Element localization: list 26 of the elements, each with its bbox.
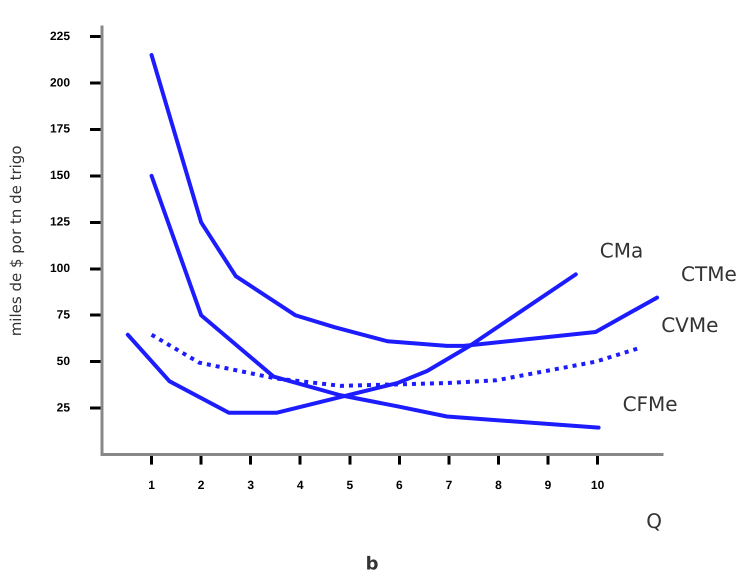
x-tick-label: 5 xyxy=(346,478,354,492)
x-tick-label: 2 xyxy=(198,478,205,492)
x-tick-label: 10 xyxy=(590,478,605,492)
x-tick-label: 6 xyxy=(396,478,404,492)
x-tick-label: 7 xyxy=(446,478,453,492)
y-tick-label: 225 xyxy=(50,28,70,43)
y-tick-label: 100 xyxy=(50,261,70,276)
y-tick-label: 50 xyxy=(56,354,70,368)
x-tick-label: 8 xyxy=(495,478,502,492)
y-axis-title: miles de $ por tn de trigo xyxy=(6,145,25,336)
x-tick-label: 4 xyxy=(296,478,304,492)
x-tick-label: 9 xyxy=(544,478,552,492)
series-label: CTMe xyxy=(681,262,737,286)
x-axis-title: Q xyxy=(646,509,662,534)
y-tick-label: 175 xyxy=(50,122,70,136)
series-label: CFMe xyxy=(622,392,678,416)
y-tick-label: 200 xyxy=(50,75,70,90)
x-tick-label: 3 xyxy=(247,478,254,492)
x-tick-label: 1 xyxy=(148,478,156,492)
text: b xyxy=(366,554,379,575)
series-label: CVMe xyxy=(661,312,718,337)
y-tick-label: 150 xyxy=(50,168,70,182)
y-tick-label: 75 xyxy=(56,308,70,322)
y-tick-label: 25 xyxy=(56,400,70,414)
y-tick-label: 125 xyxy=(50,214,70,229)
series-label: CMa xyxy=(600,238,644,263)
